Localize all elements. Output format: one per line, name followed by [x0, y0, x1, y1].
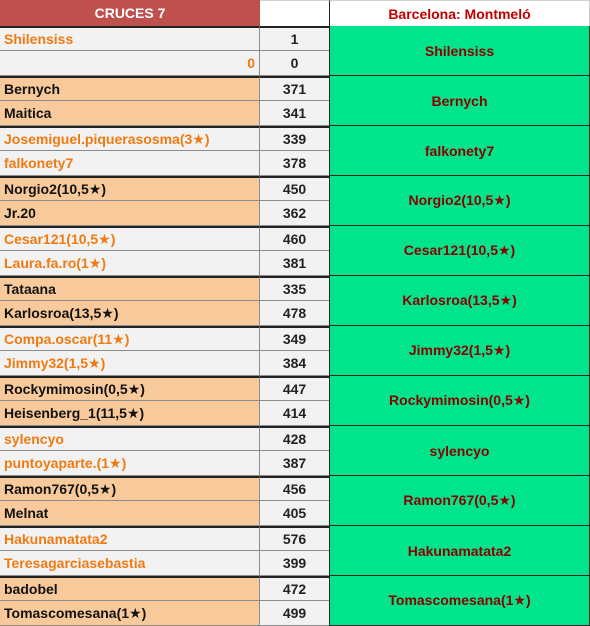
match-winner: Ramon767(0,5★): [329, 476, 590, 526]
player-score: 428: [260, 426, 329, 451]
player-score: 349: [260, 326, 329, 351]
player-name: Jimmy32(1,5★): [0, 351, 260, 376]
player-score: 456: [260, 476, 329, 501]
venue-title: Barcelona: Montmeló: [329, 0, 590, 26]
player-score: 387: [260, 451, 329, 476]
player-name: Jr.20: [0, 201, 260, 226]
player-score: 414: [260, 401, 329, 426]
player-name: Ramon767(0,5★): [0, 476, 260, 501]
player-score: 460: [260, 226, 329, 251]
player-score: 405: [260, 501, 329, 526]
player-score: 384: [260, 351, 329, 376]
player-name: 0: [0, 51, 260, 76]
player-score: 378: [260, 151, 329, 176]
player-score: 0: [260, 51, 329, 76]
player-name: badobel: [0, 576, 260, 601]
player-name: Shilensiss: [0, 26, 260, 51]
player-name: falkonety7: [0, 151, 260, 176]
player-score: 381: [260, 251, 329, 276]
player-name: Maitica: [0, 101, 260, 126]
player-name: puntoyaparte.(1★): [0, 451, 260, 476]
match-winner: falkonety7: [329, 126, 590, 176]
player-name: Heisenberg_1(11,5★): [0, 401, 260, 426]
match-winner: Karlosroa(13,5★): [329, 276, 590, 326]
match-winner: Jimmy32(1,5★): [329, 326, 590, 376]
player-name: Bernych: [0, 76, 260, 101]
player-score: 371: [260, 76, 329, 101]
match-winner: Bernych: [329, 76, 590, 126]
match-winner: Norgio2(10,5★): [329, 176, 590, 226]
player-score: 399: [260, 551, 329, 576]
player-name: Cesar121(10,5★): [0, 226, 260, 251]
player-score: 478: [260, 301, 329, 326]
player-name: Tataana: [0, 276, 260, 301]
player-name: Josemiguel.piquerasosma(3★): [0, 126, 260, 151]
player-name: Karlosroa(13,5★): [0, 301, 260, 326]
match-winner: Shilensiss: [329, 26, 590, 76]
match-winner: Cesar121(10,5★): [329, 226, 590, 276]
player-score: 472: [260, 576, 329, 601]
player-score: 576: [260, 526, 329, 551]
player-name: Hakunamatata2: [0, 526, 260, 551]
match-winner: Rockymimosin(0,5★): [329, 376, 590, 426]
player-score: 335: [260, 276, 329, 301]
match-winner: Hakunamatata2: [329, 526, 590, 576]
player-name: Teresagarciasebastia: [0, 551, 260, 576]
player-score: 447: [260, 376, 329, 401]
round-title: CRUCES 7: [0, 0, 260, 26]
player-score: 450: [260, 176, 329, 201]
player-name: Norgio2(10,5★): [0, 176, 260, 201]
player-name: Compa.oscar(11★): [0, 326, 260, 351]
player-score: 341: [260, 101, 329, 126]
player-score: 339: [260, 126, 329, 151]
match-winner: sylencyo: [329, 426, 590, 476]
match-winner: Tomascomesana(1★): [329, 576, 590, 626]
player-score: 362: [260, 201, 329, 226]
player-name: Laura.fa.ro(1★): [0, 251, 260, 276]
player-name: sylencyo: [0, 426, 260, 451]
player-name: Rockymimosin(0,5★): [0, 376, 260, 401]
player-name: Melnat: [0, 501, 260, 526]
player-score: 499: [260, 601, 329, 626]
header-spacer: [260, 0, 329, 26]
player-score: 1: [260, 26, 329, 51]
player-name: Tomascomesana(1★): [0, 601, 260, 626]
